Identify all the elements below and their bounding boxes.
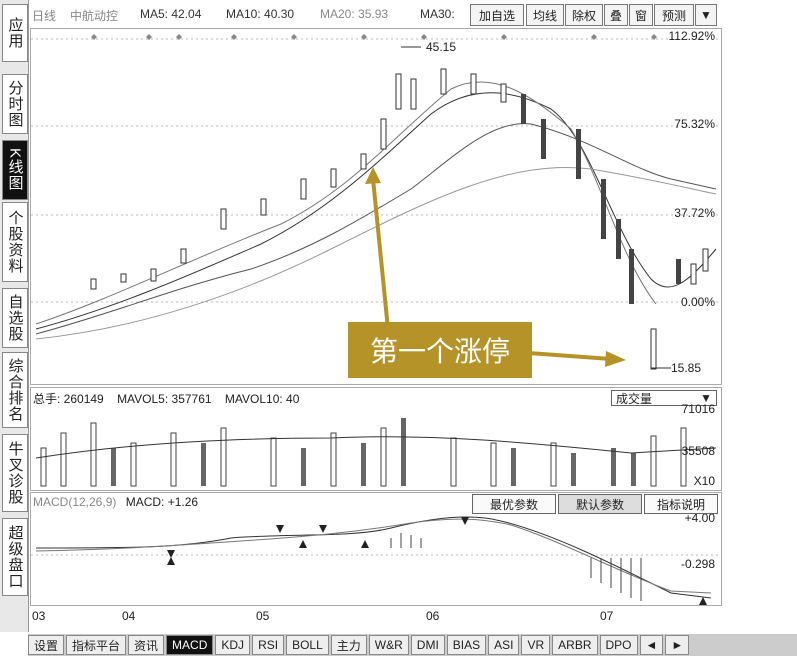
ma-button[interactable]: 均线	[526, 4, 564, 26]
add-watchlist-button[interactable]: 加自选	[470, 4, 524, 26]
low-annotation: 15.85	[671, 361, 701, 375]
sidebar-item-ranking[interactable]: 综合排名	[2, 352, 28, 428]
pct-label-zero: 0.00%	[680, 295, 715, 309]
ma5-label: MA5: 42.04	[140, 7, 202, 21]
window-button[interactable]: 窗	[629, 4, 653, 26]
sidebar-item-apps[interactable]: 应用	[2, 4, 28, 62]
pct-label-2: 75.32%	[674, 117, 715, 131]
kline-svg: 45.15 15.85	[31, 34, 721, 375]
scroll-right-button[interactable]: ►	[665, 635, 690, 655]
macd-chart	[31, 516, 721, 605]
tab-kdj[interactable]: KDJ	[215, 635, 251, 655]
high-annotation: 45.15	[426, 40, 456, 54]
macd-axis-mid: -0.298	[680, 557, 715, 571]
tab-rsi[interactable]: RSI	[252, 635, 285, 655]
sidebar-item-diagnosis[interactable]: 牛叉诊股	[2, 434, 28, 512]
macd-axis-top: +4.00	[684, 511, 715, 525]
ma20-label: MA20: 35.93	[320, 7, 389, 21]
stock-name: 中航动控	[70, 9, 119, 23]
optimal-params-button[interactable]: 最优参数	[472, 494, 556, 514]
sidebar-item-intraday[interactable]: 分时图	[2, 74, 28, 134]
pct-label-3: 37.72%	[674, 206, 715, 220]
tab-wr[interactable]: W&R	[368, 635, 409, 655]
macd-value: MACD: +1.26	[125, 495, 199, 509]
tab-dmi[interactable]: DMI	[410, 635, 445, 655]
indicator-dropdown-label: 成交量	[616, 391, 653, 406]
scroll-left-button[interactable]: ◄	[639, 635, 664, 655]
limit-up-callout: 第一个涨停	[348, 322, 532, 378]
tab-arbr[interactable]: ARBR	[552, 635, 598, 655]
tab-dpo[interactable]: DPO	[599, 635, 638, 655]
indicator-dropdown[interactable]: 成交量 ▼	[611, 390, 717, 406]
kline-chart: 45.15 15.85 112.92% 75.32% 37.72% 0.00%	[30, 28, 722, 385]
forecast-button[interactable]: 预测	[654, 4, 694, 26]
volume-bars	[35, 418, 717, 487]
tab-macd[interactable]: MACD	[166, 635, 214, 655]
x-label-04: 04	[122, 609, 136, 623]
tab-news[interactable]: 资讯	[128, 635, 165, 655]
sidebar-item-kline[interactable]: K线图	[2, 140, 28, 200]
volume-axis-unit: X10	[693, 474, 715, 488]
tab-indicator-platform[interactable]: 指标平台	[66, 635, 127, 655]
left-sidebar: 应用 分时图 K线图 个股资料 自选股 综合排名 牛叉诊股 超级盘口	[0, 0, 29, 632]
expand-button[interactable]: ▼	[695, 4, 717, 26]
mavol5-label: MAVOL5: 357761	[117, 392, 212, 406]
indicator-tab-bar: 设置 指标平台 资讯 MACD KDJ RSI BOLL 主力 W&R DMI …	[28, 634, 797, 656]
tab-boll[interactable]: BOLL	[286, 635, 329, 655]
tab-asi[interactable]: ASI	[488, 635, 520, 655]
volume-panel: 总手: 260149 MAVOL5: 357761 MAVOL10: 40 成交…	[30, 387, 722, 491]
pct-label-top: 112.92%	[668, 29, 715, 43]
macd-params: MACD(12,26,9)	[33, 495, 117, 509]
price-header: 日线 中航动控 MA5: 42.04 MA10: 40.30 MA20: 35.…	[30, 2, 720, 28]
macd-panel: MACD(12,26,9) MACD: +1.26 +4.00 -0.298	[30, 492, 722, 606]
tab-main-force[interactable]: 主力	[330, 635, 367, 655]
sidebar-item-watchlist[interactable]: 自选股	[2, 288, 28, 348]
volume-total: 总手: 260149	[33, 392, 104, 406]
period-label: 日线	[32, 9, 57, 23]
x-label-03: 03	[32, 609, 46, 623]
indicator-help-button[interactable]: 指标说明	[644, 494, 718, 514]
ex-rights-button[interactable]: 除权	[565, 4, 603, 26]
tab-vr[interactable]: VR	[521, 635, 551, 655]
ma10-label: MA10: 40.30	[226, 7, 295, 21]
chevron-down-icon: ▼	[700, 391, 712, 405]
sidebar-item-level2[interactable]: 超级盘口	[2, 518, 28, 596]
mavol10-label: MAVOL10: 40	[224, 392, 300, 406]
x-label-07: 07	[600, 609, 614, 623]
default-params-button[interactable]: 默认参数	[558, 494, 642, 514]
tab-bias[interactable]: BIAS	[446, 635, 487, 655]
sidebar-item-stock-profile[interactable]: 个股资料	[2, 202, 28, 282]
volume-axis-top: 71016	[681, 402, 715, 416]
tab-settings[interactable]: 设置	[28, 635, 65, 655]
overlay-button[interactable]: 叠	[604, 4, 628, 26]
time-axis: 03 04 05 06 07	[30, 606, 720, 626]
ma30-label: MA30:	[420, 7, 455, 21]
x-label-06: 06	[426, 609, 440, 623]
x-label-05: 05	[256, 609, 270, 623]
volume-axis-mid: 35508	[681, 444, 715, 458]
